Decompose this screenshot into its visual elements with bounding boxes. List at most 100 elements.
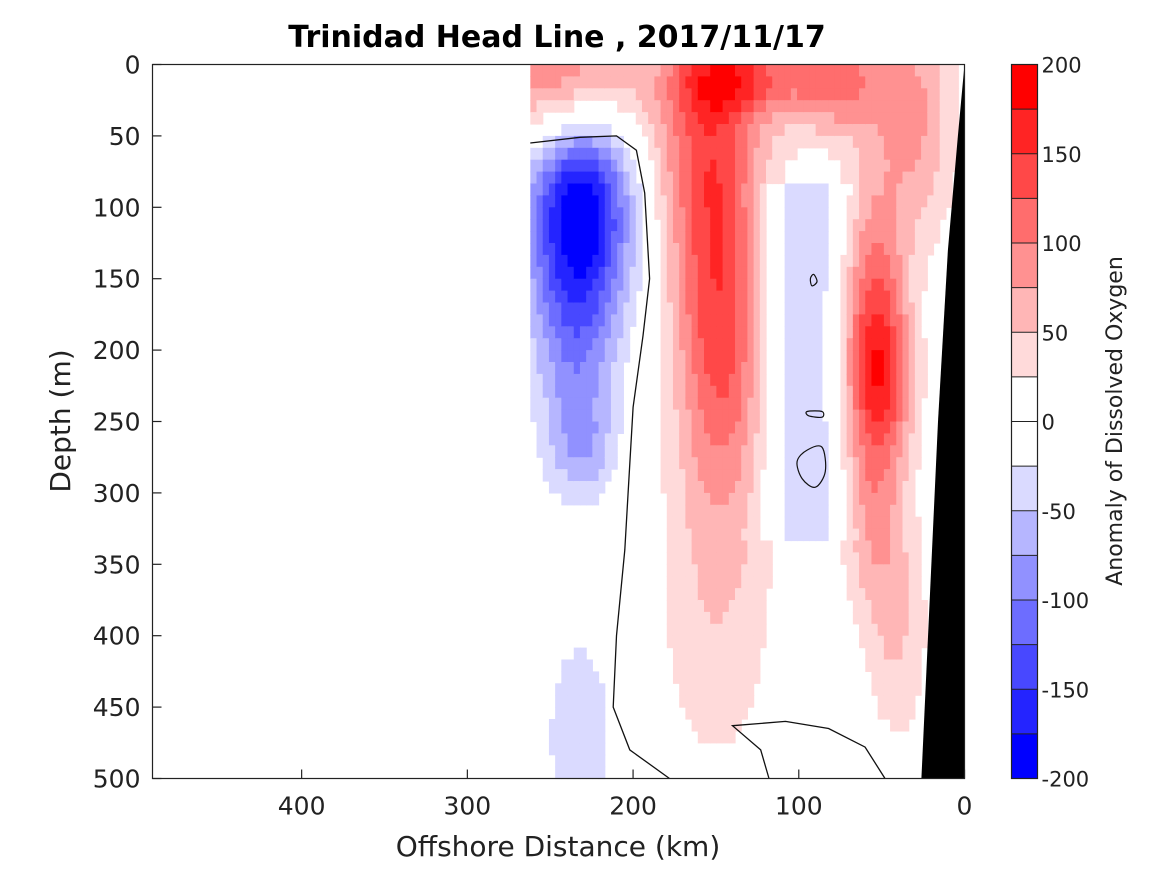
contour-cell [697,183,705,196]
contour-cell [890,564,897,577]
contour-cell [672,611,680,625]
contour-cell [704,695,711,708]
contour-cell [710,183,717,196]
contour-cell [586,195,593,208]
contour-cell [573,124,581,137]
contour-cell [710,659,717,672]
contour-cell [784,457,792,470]
contour-cell [586,719,593,732]
contour-cell [604,88,612,101]
contour-cell [747,88,755,101]
contour-cell [859,243,866,256]
contour-cell [728,88,736,101]
contour-cell [797,135,804,149]
contour-cell [598,171,606,185]
contour-cell [840,421,848,434]
contour-cell [722,611,730,625]
contour-cell [865,576,873,589]
contour-cell [697,231,705,244]
contour-cell [561,433,569,446]
contour-cell [672,88,680,101]
contour-cell [555,397,562,411]
contour-cell [753,516,761,530]
contour-cell [890,219,897,232]
contour-cell [815,314,823,327]
contour-cell [697,492,705,506]
contour-cell [610,147,618,161]
contour-cell [927,195,935,208]
contour-cell [728,64,736,77]
contour-cell [741,100,749,113]
contour-cell [716,564,724,577]
contour-cell [722,76,730,89]
contour-cell [747,243,755,256]
contour-cell [784,207,792,220]
contour-cell [890,88,897,101]
contour-cell [890,409,897,423]
contour-cell [672,147,680,161]
contour-cell [685,266,693,280]
contour-cell [753,576,761,589]
contour-cell [722,683,730,696]
contour-cell [784,88,792,101]
contour-cell [610,326,618,339]
contour-cell [697,207,705,220]
contour-cell [685,623,693,637]
contour-cell [852,171,860,185]
contour-cell [672,385,680,399]
contour-cell [722,100,730,113]
contour-cell [530,362,538,375]
contour-cell [530,100,538,113]
contour-cell [573,683,581,696]
contour-cell [902,219,910,232]
contour-cell [697,588,705,601]
contour-cell [747,362,755,375]
contour-cell [697,719,705,732]
contour-cell [672,231,680,244]
contour-cell [877,100,885,113]
contour-cell [766,576,773,589]
contour-cell [865,421,873,434]
contour-cell [716,552,724,565]
contour-cell [896,266,904,280]
contour-cell [890,147,897,161]
contour-cell [536,373,544,387]
contour-cell [542,243,550,256]
contour-cell [815,64,823,77]
contour-cell [635,231,643,244]
contour-cell [747,183,755,196]
contour-cell [741,492,749,506]
contour-cell [759,243,767,256]
contour-cell [666,124,674,137]
contour-cell [803,231,811,244]
x-tick-label: 400 [278,792,326,821]
contour-cell [877,231,885,244]
contour-cell [908,647,916,661]
contour-cell [579,409,587,423]
contour-cell [685,528,693,542]
contour-cell [710,469,717,482]
contour-cell [598,683,606,696]
contour-cell [747,635,755,649]
contour-cell [610,421,618,434]
contour-cell [716,504,724,518]
contour-cell [914,540,922,553]
contour-cell [691,362,699,375]
contour-cell [679,243,686,256]
contour-cell [877,278,885,292]
contour-cell [685,326,693,339]
contour-cell [741,481,749,494]
contour-cell [635,278,643,292]
contour-cell [697,373,705,387]
contour-cell [641,124,649,137]
contour-cell [586,338,593,351]
contour-cell [691,302,699,315]
contour-cell [672,373,680,387]
contour-cell [865,528,873,542]
contour-cell [896,147,904,161]
contour-cell [710,290,717,304]
y-tick-label: 350 [93,550,141,579]
contour-cell [741,290,749,304]
contour-cell [896,124,904,137]
contour-cell [710,576,717,589]
